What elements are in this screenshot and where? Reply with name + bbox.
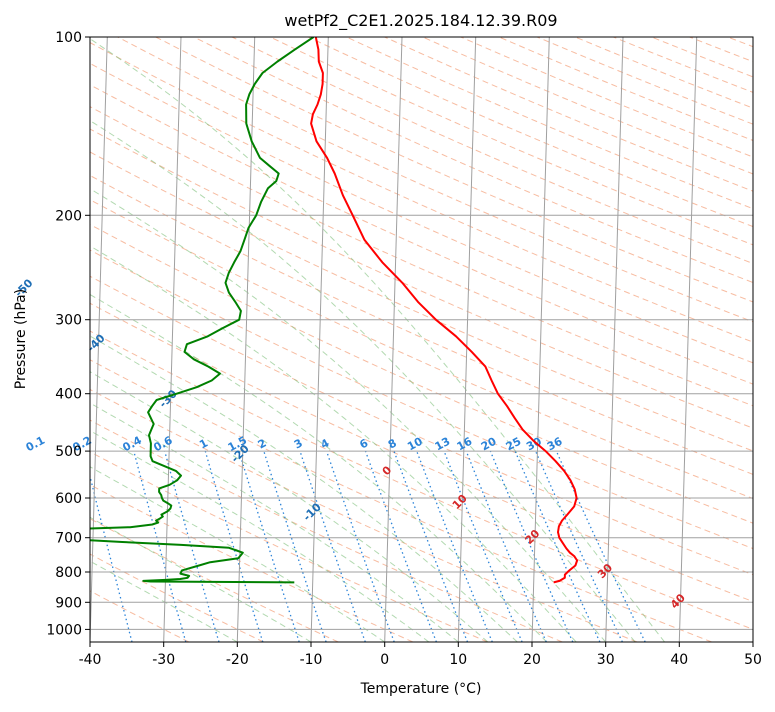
y-tick-label: 100 bbox=[55, 30, 82, 46]
x-tick-label: 10 bbox=[449, 652, 467, 668]
y-tick-label: 600 bbox=[55, 491, 82, 507]
y-tick-label: 700 bbox=[55, 531, 82, 547]
x-axis-label: Temperature (°C) bbox=[360, 681, 482, 697]
x-tick-label: -10 bbox=[300, 652, 323, 668]
x-tick-label: 0 bbox=[380, 652, 389, 668]
y-tick-label: 800 bbox=[55, 565, 82, 581]
y-axis-label: Pressure (hPa) bbox=[13, 289, 29, 389]
x-tick-label: -30 bbox=[152, 652, 175, 668]
x-tick-label: 50 bbox=[744, 652, 762, 668]
x-tick-label: 20 bbox=[523, 652, 541, 668]
y-tick-label: 1000 bbox=[46, 622, 82, 638]
x-tick-label: 40 bbox=[670, 652, 688, 668]
x-tick-label: 30 bbox=[597, 652, 615, 668]
x-tick-label: -20 bbox=[226, 652, 249, 668]
chart-title: wetPf2_C2E1.2025.184.12.39.R09 bbox=[284, 11, 557, 31]
x-tick-label: -40 bbox=[79, 652, 102, 668]
y-tick-label: 400 bbox=[55, 387, 82, 403]
y-tick-label: 300 bbox=[55, 313, 82, 329]
y-tick-label: 500 bbox=[55, 444, 82, 460]
y-tick-label: 200 bbox=[55, 208, 82, 224]
y-tick-label: 900 bbox=[55, 595, 82, 611]
